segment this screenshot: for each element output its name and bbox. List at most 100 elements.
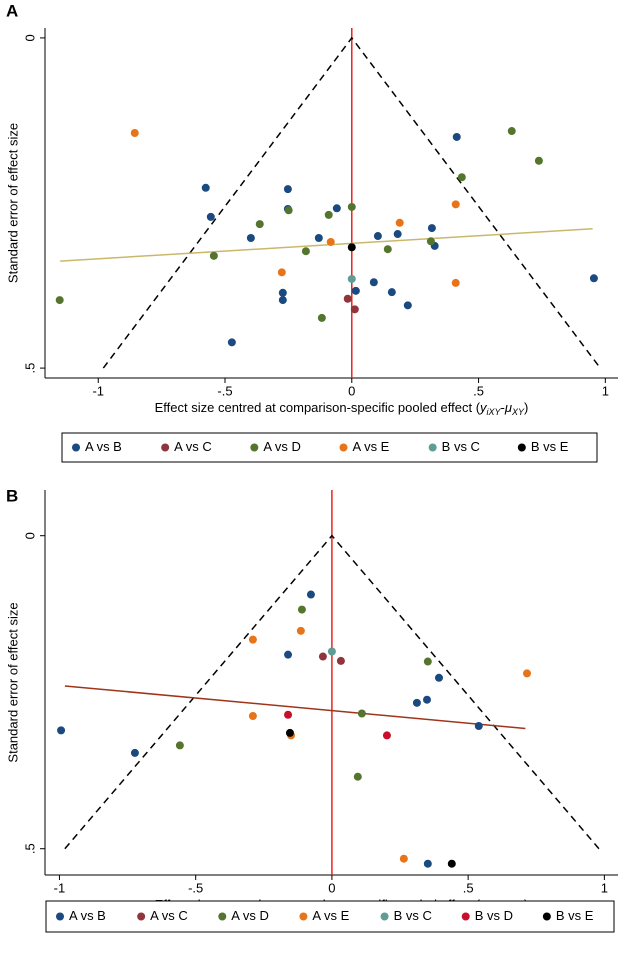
- point: [324, 210, 333, 219]
- point: [399, 854, 408, 863]
- legend-marker: [517, 443, 526, 452]
- point: [336, 656, 345, 665]
- point: [347, 274, 356, 283]
- legend-marker: [428, 443, 437, 452]
- legend-marker: [380, 912, 389, 921]
- point: [451, 200, 460, 209]
- point: [175, 741, 184, 750]
- point: [347, 202, 356, 211]
- point: [423, 657, 432, 666]
- point: [351, 286, 360, 295]
- legend-marker: [137, 912, 146, 921]
- legend-marker: [299, 912, 308, 921]
- x-tick-label: .5: [463, 880, 474, 895]
- point: [395, 218, 404, 227]
- legend-label: A vs B: [85, 439, 122, 454]
- point: [284, 650, 293, 659]
- point: [227, 338, 236, 347]
- point: [383, 245, 392, 254]
- legend-marker: [72, 443, 80, 452]
- point: [522, 669, 531, 678]
- x-tick-label: -1: [54, 880, 66, 895]
- point: [447, 859, 456, 868]
- legend-marker: [218, 912, 227, 921]
- point: [387, 288, 396, 297]
- point: [426, 237, 435, 246]
- fit-line: [60, 228, 593, 262]
- point: [248, 635, 257, 644]
- legend-marker: [461, 912, 470, 921]
- y-axis-label: Standard error of effect size: [5, 123, 20, 283]
- point: [284, 206, 293, 215]
- point: [255, 220, 264, 229]
- legend-label: B vs C: [442, 439, 480, 454]
- point: [285, 728, 294, 737]
- point: [589, 274, 598, 283]
- point: [283, 185, 292, 194]
- point: [248, 711, 257, 720]
- y-tick-label: .5: [22, 843, 37, 854]
- legend-label: B vs D: [475, 908, 513, 923]
- x-tick-label: 0: [328, 880, 335, 895]
- point: [284, 710, 293, 719]
- x-axis-label-part: μ: [504, 400, 512, 415]
- point: [347, 243, 356, 252]
- legend-label: B vs E: [556, 908, 594, 923]
- point: [423, 695, 431, 704]
- legend-label: A vs D: [263, 439, 301, 454]
- y-tick-label: 0: [22, 34, 37, 41]
- x-axis-label-part: y: [479, 400, 488, 415]
- x-axis-label-part: XY: [511, 407, 525, 417]
- funnel-line: [64, 534, 600, 850]
- x-tick-label: -.5: [217, 383, 232, 398]
- legend-marker: [339, 443, 348, 452]
- point: [434, 673, 443, 682]
- point: [343, 294, 352, 303]
- point: [373, 232, 382, 241]
- point: [369, 278, 378, 287]
- legend-marker: [250, 443, 259, 452]
- point: [332, 204, 341, 213]
- legend-label: A vs C: [150, 908, 188, 923]
- point: [306, 590, 315, 599]
- point: [301, 247, 310, 256]
- point: [55, 296, 64, 305]
- point: [277, 268, 286, 277]
- y-tick-label: .5: [22, 363, 37, 374]
- legend-box: [61, 432, 598, 463]
- panel-label: B: [6, 486, 18, 505]
- point: [451, 278, 460, 287]
- point: [412, 698, 421, 707]
- legend-label: A vs E: [353, 439, 390, 454]
- point: [130, 748, 139, 757]
- point: [403, 301, 412, 310]
- x-tick-label: 1: [602, 383, 609, 398]
- point: [393, 230, 402, 239]
- point: [353, 772, 362, 781]
- point: [317, 313, 326, 322]
- point: [357, 709, 366, 718]
- legend-label: A vs C: [174, 439, 212, 454]
- y-tick-label: 0: [22, 532, 37, 539]
- x-tick-label: 1: [601, 880, 608, 895]
- point: [350, 305, 359, 314]
- point: [130, 129, 139, 137]
- panel-label: A: [6, 1, 18, 20]
- point: [206, 212, 215, 221]
- x-tick-label: 0: [348, 383, 355, 398]
- point: [534, 156, 543, 165]
- point: [474, 722, 483, 731]
- x-axis-label-part: -: [501, 400, 505, 415]
- x-axis-label-part: iXY: [487, 407, 502, 417]
- point: [246, 234, 255, 242]
- point: [296, 626, 305, 635]
- legend-label: A vs D: [231, 908, 269, 923]
- y-axis-label: Standard error of effect size: [5, 602, 20, 762]
- legend-label: A vs E: [312, 908, 349, 923]
- x-axis-label: Effect size centred at comparison-specif…: [155, 400, 529, 417]
- legend-label: B vs C: [394, 908, 432, 923]
- point: [278, 296, 287, 305]
- point: [314, 234, 323, 242]
- legend-marker: [542, 912, 551, 921]
